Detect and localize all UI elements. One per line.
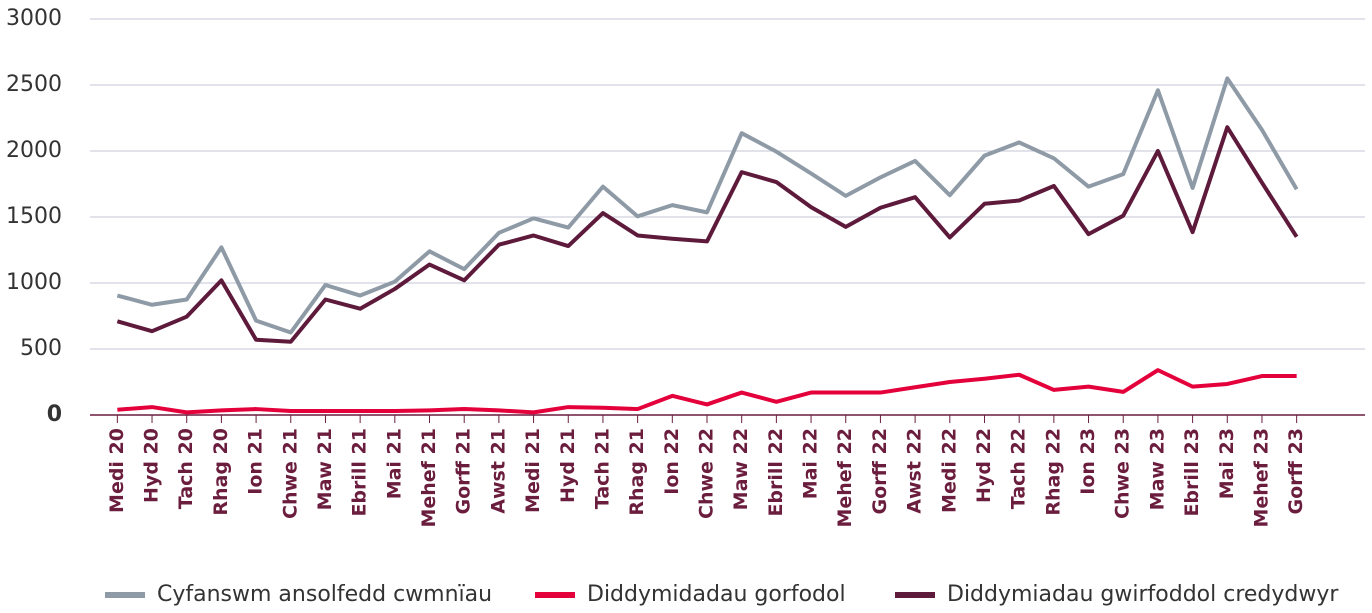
- x-tick-label: Gorff 21: [453, 428, 475, 514]
- x-tick-label: Rhag 22: [1042, 428, 1064, 516]
- x-tick-label: Maw 22: [730, 428, 752, 510]
- x-tick-label: Awst 21: [487, 428, 509, 514]
- y-tick-label: 3000: [6, 6, 62, 31]
- x-tick-label: Mai 23: [1216, 428, 1238, 499]
- x-tick-label: Rhag 21: [626, 428, 648, 516]
- x-tick-label: Mehef 21: [418, 428, 440, 528]
- y-tick-label: 1000: [6, 270, 62, 295]
- y-tick-label: 2000: [6, 138, 62, 163]
- x-tick-label: Maw 21: [314, 428, 336, 510]
- x-tick-label: Chwe 21: [279, 428, 301, 519]
- x-tick-label: Maw 23: [1146, 428, 1168, 510]
- x-tick-label: Mai 22: [800, 428, 822, 499]
- legend-label: Diddymidadau gorfodol: [587, 582, 846, 607]
- y-tick-label: 1500: [6, 204, 62, 229]
- x-tick-label: Mehef 23: [1250, 428, 1272, 528]
- x-tick-label: Hyd 21: [557, 428, 579, 503]
- x-tick-label: Ebrill 22: [765, 428, 787, 517]
- y-tick-label: 500: [20, 336, 62, 361]
- x-tick-label: Medi 20: [106, 428, 128, 513]
- x-tick-label: Hyd 20: [141, 428, 163, 503]
- x-tick-label: Ion 21: [245, 428, 267, 495]
- x-tick-label: Mai 21: [383, 428, 405, 499]
- x-tick-label: Tach 22: [1008, 428, 1030, 509]
- legend-label: Cyfanswm ansolfedd cwmnïau: [157, 582, 492, 607]
- legend-label: Diddymiadau gwirfoddol credydwyr: [947, 582, 1339, 607]
- y-tick-label: 0: [47, 402, 62, 427]
- x-tick-label: Ebrill 23: [1181, 428, 1203, 517]
- x-tick-label: Medi 21: [522, 428, 544, 513]
- line: [116, 76, 1299, 335]
- x-tick-label: Ebrill 21: [349, 428, 371, 517]
- x-tick-label: Gorff 22: [869, 428, 891, 514]
- x-tick-label: Medi 22: [938, 428, 960, 513]
- x-tick-label: Ion 23: [1077, 428, 1099, 495]
- x-tick-label: Awst 22: [904, 428, 926, 514]
- y-tick-label: 2500: [6, 72, 62, 97]
- x-tick-label: Chwe 23: [1112, 428, 1134, 519]
- x-tick-label: Chwe 22: [696, 428, 718, 519]
- line: [117, 368, 1297, 415]
- x-tick-label: Tach 21: [591, 428, 613, 509]
- x-tick-label: Gorff 23: [1285, 428, 1307, 514]
- x-tick-label: Rhag 20: [210, 428, 232, 516]
- x-tick-label: Tach 20: [175, 428, 197, 509]
- x-tick-label: Mehef 22: [834, 428, 856, 528]
- line: [116, 125, 1299, 344]
- x-tick-label: Ion 22: [661, 428, 683, 495]
- x-tick-label: Hyd 22: [973, 428, 995, 503]
